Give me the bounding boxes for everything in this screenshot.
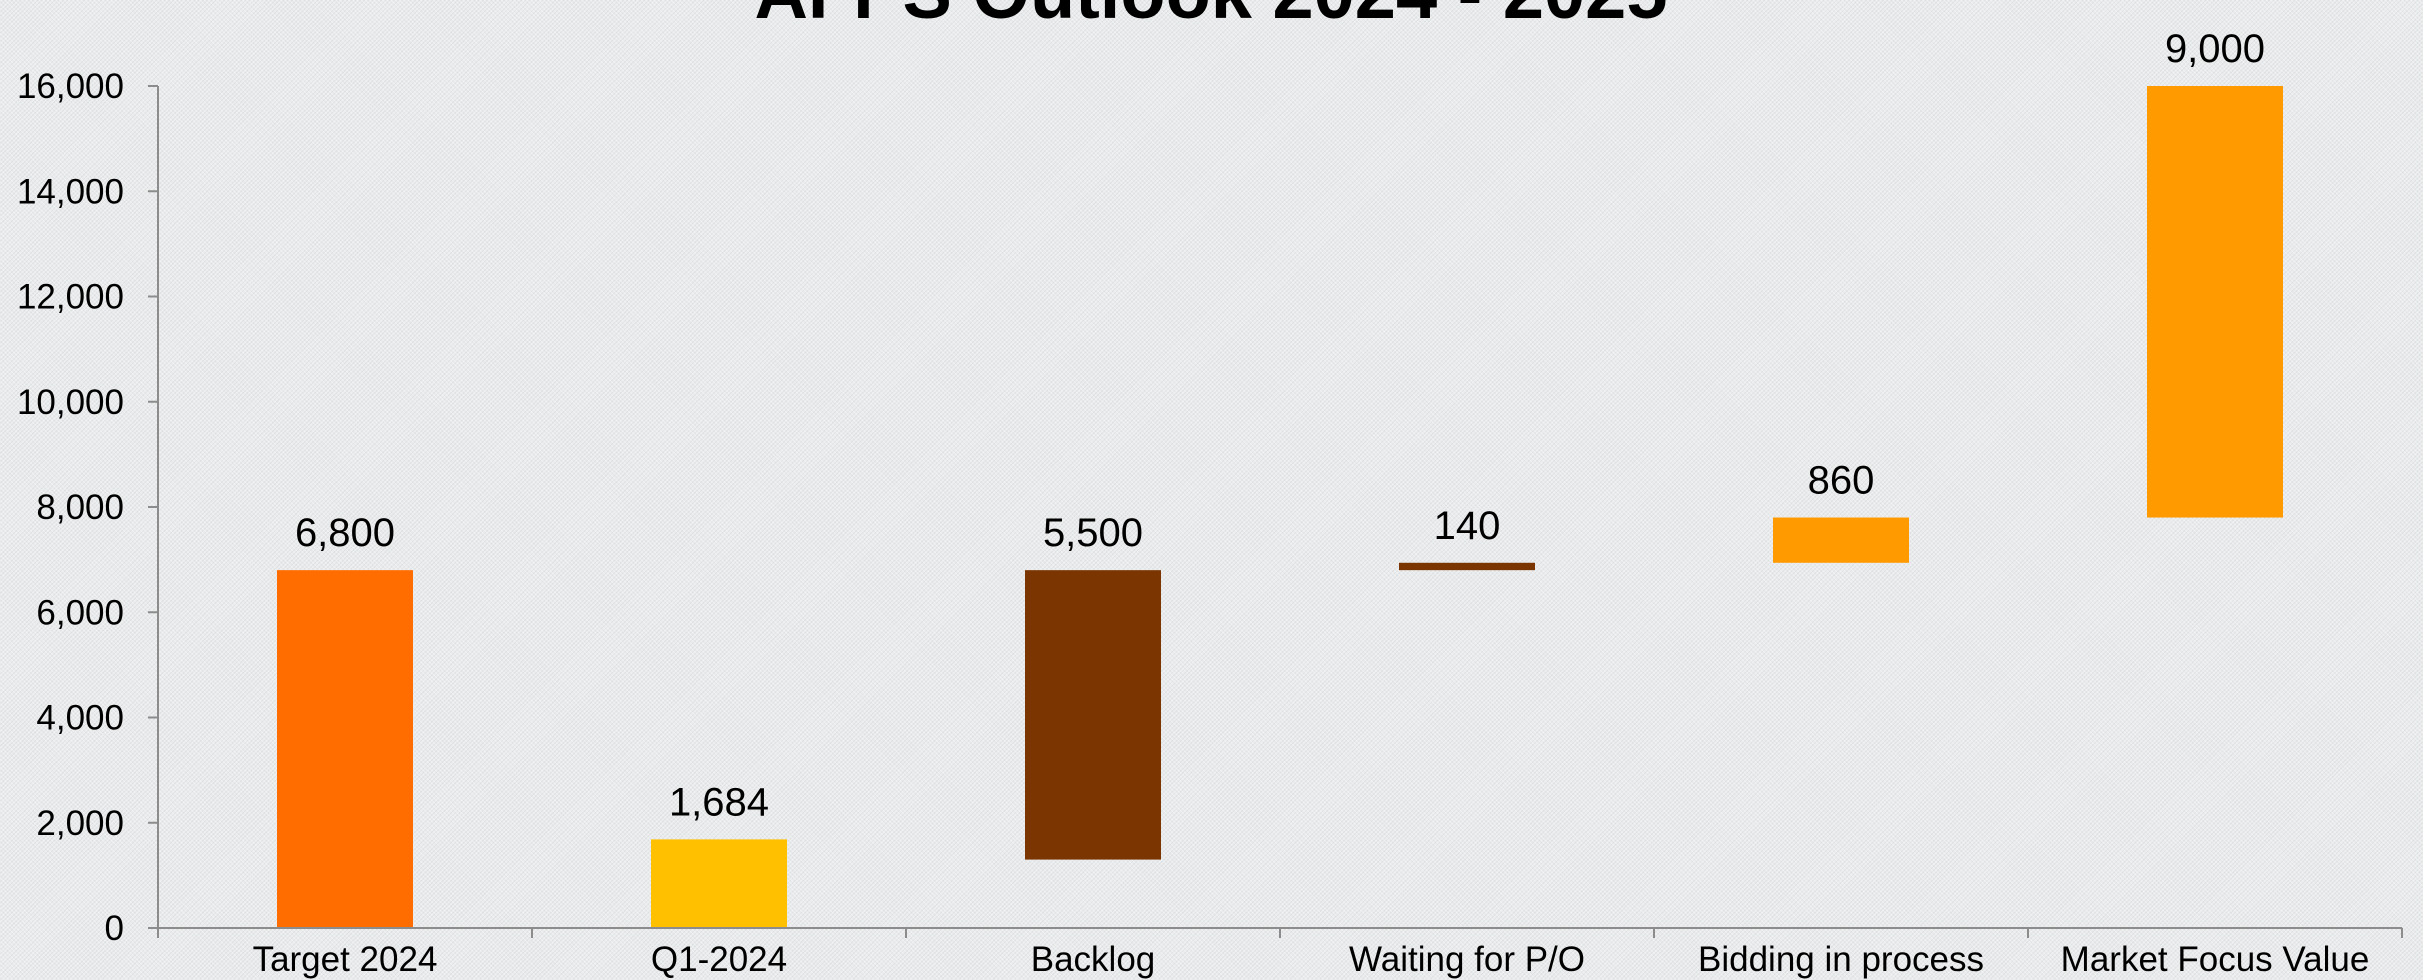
y-tick-label: 12,000 bbox=[17, 278, 124, 317]
x-tick-label: Waiting for P/O bbox=[1349, 940, 1585, 979]
bar bbox=[651, 839, 787, 928]
bar bbox=[1025, 570, 1161, 859]
data-label: 1,684 bbox=[669, 780, 769, 824]
y-tick-label: 6,000 bbox=[36, 593, 124, 632]
y-tick-label: 10,000 bbox=[17, 383, 124, 422]
y-tick-label: 8,000 bbox=[36, 488, 124, 527]
bar bbox=[1399, 563, 1535, 570]
labels-layer: 6,800 1,684 5,500 140 860 9,000 bbox=[295, 27, 2265, 824]
bar bbox=[1773, 518, 1909, 563]
y-tick-label: 16,000 bbox=[17, 67, 124, 106]
x-tick-label: Target 2024 bbox=[253, 940, 438, 979]
data-label: 6,800 bbox=[295, 511, 395, 555]
x-tick-label: Bidding in process bbox=[1698, 940, 1984, 979]
x-tick-label: Market Focus Value bbox=[2061, 940, 2370, 979]
bars-layer bbox=[277, 86, 2283, 928]
y-tick-label: 0 bbox=[105, 909, 124, 948]
y-tick-label: 4,000 bbox=[36, 699, 124, 738]
data-label: 860 bbox=[1808, 459, 1875, 503]
bar bbox=[277, 570, 413, 928]
data-label: 9,000 bbox=[2165, 27, 2265, 71]
bar bbox=[2147, 86, 2283, 518]
data-label: 5,500 bbox=[1043, 511, 1143, 555]
y-tick-label: 2,000 bbox=[36, 804, 124, 843]
x-tick-label: Backlog bbox=[1031, 940, 1156, 979]
x-tick-label: Q1-2024 bbox=[651, 940, 787, 979]
data-label: 140 bbox=[1434, 504, 1501, 548]
y-tick-label: 14,000 bbox=[17, 172, 124, 211]
chart-title: AFPS Outlook 2024 - 2025 bbox=[754, 0, 1667, 34]
